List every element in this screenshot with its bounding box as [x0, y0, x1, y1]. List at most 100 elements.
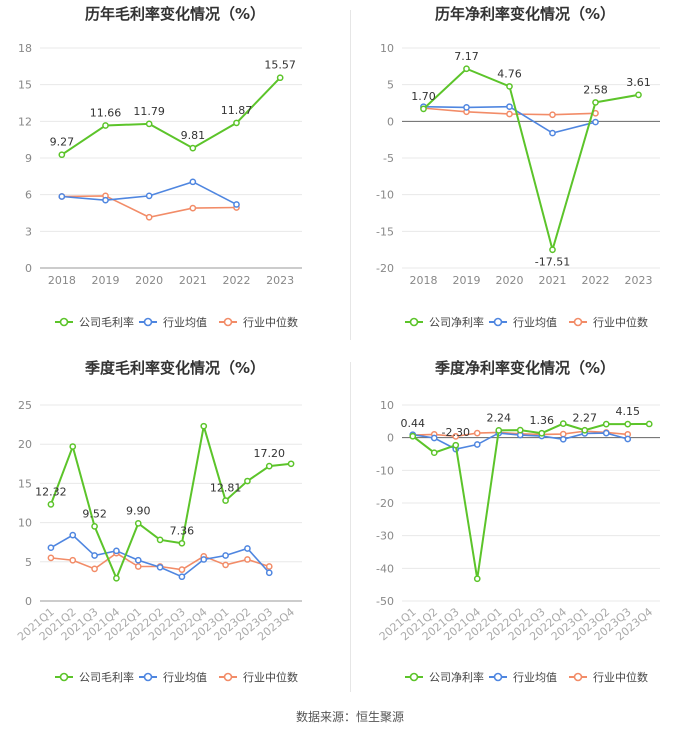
data-point-median[interactable]: [69, 556, 77, 564]
legend-label: 行业中位数: [243, 670, 298, 684]
data-point-median[interactable]: [178, 566, 186, 573]
data-point-avg[interactable]: [473, 441, 481, 448]
legend-swatch-marker: [573, 672, 583, 682]
legend-item-avg[interactable]: 行业均值: [489, 671, 557, 684]
data-point-company[interactable]: [624, 420, 632, 428]
data-point-avg[interactable]: [189, 178, 197, 186]
data-point-company[interactable]: [102, 122, 109, 129]
data-point-median[interactable]: [559, 430, 567, 438]
data-point-median[interactable]: [47, 554, 55, 562]
data-point-median[interactable]: [244, 556, 251, 563]
data-point-company[interactable]: [91, 523, 98, 530]
data-point-avg[interactable]: [145, 192, 153, 200]
data-point-avg[interactable]: [200, 556, 208, 563]
data-point-avg[interactable]: [69, 531, 77, 539]
data-point-median[interactable]: [452, 433, 460, 440]
data-point-company[interactable]: [409, 432, 417, 440]
legend-item-company[interactable]: 公司毛利率: [55, 670, 134, 684]
data-point-avg[interactable]: [602, 429, 610, 437]
data-point-median[interactable]: [91, 565, 98, 573]
data-point-avg[interactable]: [178, 573, 186, 581]
data-label: 12.81: [210, 482, 242, 495]
legend-swatch-marker: [59, 672, 69, 682]
legend-item-company[interactable]: 公司净利率: [405, 315, 484, 329]
legend-item-avg[interactable]: 行业均值: [489, 316, 557, 329]
data-point-company[interactable]: [452, 441, 460, 449]
legend-swatch-marker: [223, 672, 233, 682]
data-point-median[interactable]: [134, 563, 142, 570]
data-point-avg[interactable]: [506, 103, 513, 111]
data-point-avg[interactable]: [592, 118, 599, 126]
legend-item-avg[interactable]: 行业均值: [139, 316, 207, 329]
data-point-company[interactable]: [222, 497, 229, 504]
legend-swatch-marker: [493, 317, 503, 327]
data-point-company[interactable]: [549, 246, 556, 254]
legend-item-median[interactable]: 行业中位数: [569, 315, 648, 329]
legend-item-avg[interactable]: 行业均值: [139, 671, 207, 684]
data-point-median[interactable]: [506, 110, 513, 118]
data-point-company[interactable]: [463, 65, 470, 73]
data-point-avg[interactable]: [430, 434, 438, 442]
data-point-avg[interactable]: [47, 544, 55, 552]
data-point-company[interactable]: [602, 420, 610, 428]
data-point-company[interactable]: [430, 449, 438, 457]
data-point-company[interactable]: [581, 426, 589, 434]
data-point-avg[interactable]: [91, 552, 98, 559]
data-point-company[interactable]: [233, 119, 240, 127]
data-point-company[interactable]: [635, 91, 642, 99]
data-point-median[interactable]: [222, 561, 229, 569]
data-point-avg[interactable]: [265, 569, 273, 577]
data-point-avg[interactable]: [624, 435, 632, 443]
data-point-company[interactable]: [495, 426, 503, 434]
data-point-company[interactable]: [113, 574, 120, 582]
data-point-avg[interactable]: [463, 104, 470, 111]
data-point-company[interactable]: [47, 501, 55, 508]
data-point-company[interactable]: [473, 575, 481, 583]
data-point-avg[interactable]: [58, 193, 66, 200]
y-tick-label: 15: [18, 79, 32, 92]
data-point-avg[interactable]: [233, 201, 240, 208]
legend-label: 公司毛利率: [79, 670, 134, 684]
data-point-company[interactable]: [156, 536, 164, 544]
data-point-company[interactable]: [145, 120, 153, 128]
legend-item-company[interactable]: 公司毛利率: [55, 315, 134, 329]
legend-item-median[interactable]: 行业中位数: [219, 315, 298, 329]
data-point-median[interactable]: [145, 213, 153, 221]
data-point-company[interactable]: [244, 477, 251, 485]
data-point-company[interactable]: [58, 151, 66, 159]
data-point-avg[interactable]: [102, 196, 109, 204]
data-point-company[interactable]: [516, 426, 524, 434]
data-point-company[interactable]: [178, 539, 186, 547]
data-point-avg[interactable]: [559, 435, 567, 443]
data-point-company[interactable]: [538, 429, 546, 437]
data-label: 0.44: [401, 417, 426, 430]
data-point-avg[interactable]: [244, 545, 251, 552]
data-point-company[interactable]: [645, 420, 653, 428]
data-point-avg[interactable]: [222, 552, 229, 559]
data-point-company[interactable]: [189, 144, 197, 152]
data-point-median[interactable]: [473, 429, 481, 437]
data-point-company[interactable]: [420, 105, 427, 113]
legend-item-company[interactable]: 公司净利率: [405, 670, 484, 684]
data-point-avg[interactable]: [156, 563, 164, 571]
data-point-company[interactable]: [559, 420, 567, 427]
data-point-company[interactable]: [276, 74, 284, 82]
chart-title: 历年净利率变化情况（%）: [434, 5, 616, 23]
data-point-company[interactable]: [592, 99, 599, 106]
data-point-avg[interactable]: [113, 547, 120, 555]
data-point-median[interactable]: [265, 563, 273, 570]
data-point-company[interactable]: [69, 443, 77, 450]
data-point-avg[interactable]: [134, 556, 142, 564]
data-point-median[interactable]: [549, 111, 556, 119]
data-point-company[interactable]: [200, 422, 208, 430]
data-point-company[interactable]: [287, 460, 295, 468]
data-point-company[interactable]: [134, 520, 142, 527]
data-point-company[interactable]: [265, 462, 273, 470]
data-label: 2.58: [583, 83, 608, 96]
data-point-company[interactable]: [506, 83, 513, 90]
data-point-median[interactable]: [189, 204, 197, 212]
y-tick-label: 18: [18, 42, 32, 55]
data-point-avg[interactable]: [549, 129, 556, 137]
legend-item-median[interactable]: 行业中位数: [219, 670, 298, 684]
legend-item-median[interactable]: 行业中位数: [569, 670, 648, 684]
